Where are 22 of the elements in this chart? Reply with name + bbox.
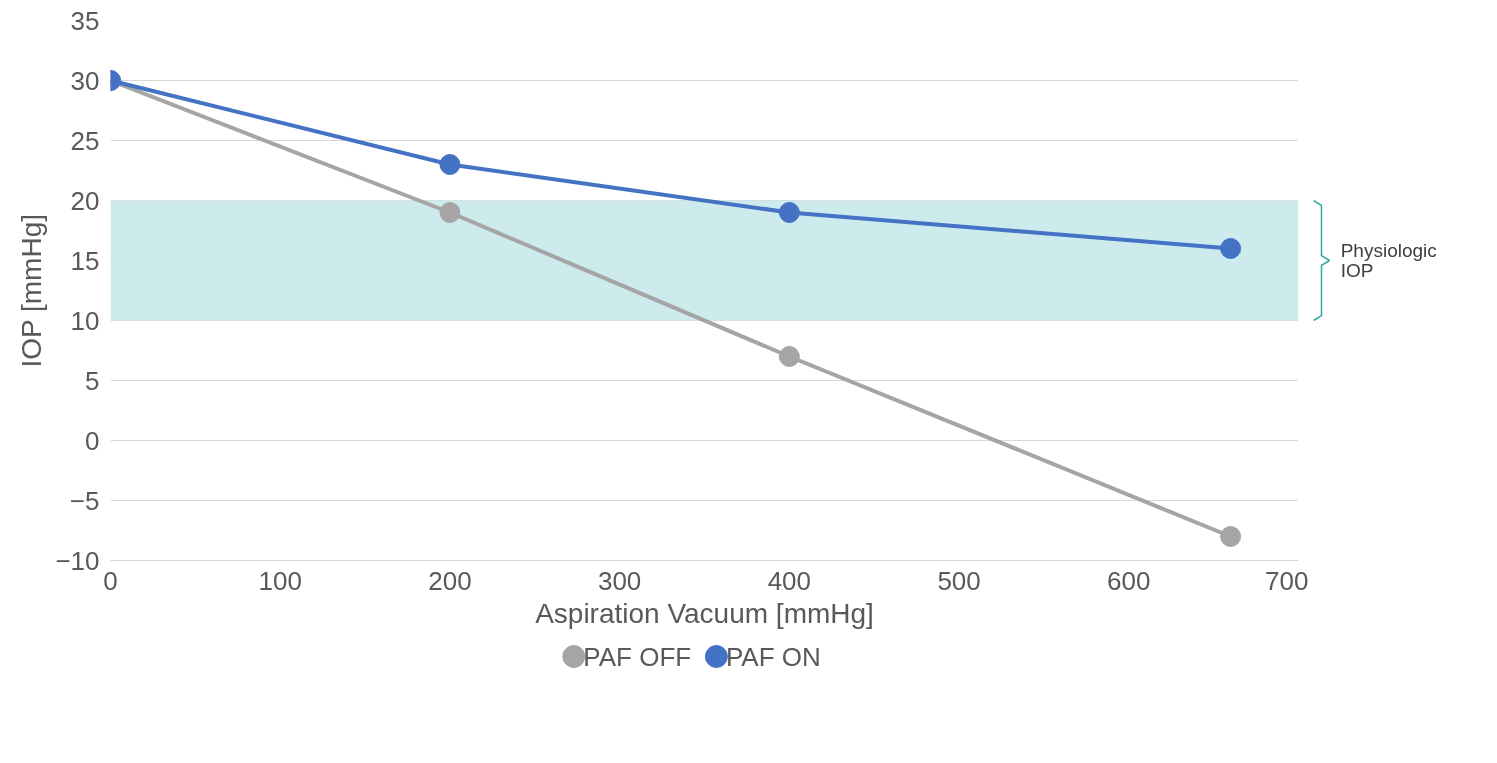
legend-label: PAF ON — [725, 641, 821, 672]
y-tick-label: −10 — [55, 545, 100, 576]
x-axis-title: Aspiration Vacuum [mmHg] — [535, 597, 874, 629]
y-tick-label: 25 — [70, 125, 100, 156]
y-tick-label: 15 — [70, 245, 100, 276]
x-tick-label: 600 — [1107, 565, 1151, 596]
x-tick-label: 200 — [428, 565, 472, 596]
legend-label: PAF OFF — [583, 641, 692, 672]
y-tick-label: 10 — [70, 305, 100, 336]
x-tick-label: 700 — [1265, 565, 1309, 596]
y-tick-label: 20 — [70, 185, 100, 216]
x-tick-label: 300 — [597, 565, 642, 596]
x-tick-label: 100 — [258, 565, 302, 596]
x-tick-label: 400 — [767, 565, 812, 596]
band-label: Physiologic IOP — [1340, 240, 1437, 281]
y-tick-label: −5 — [69, 485, 100, 516]
y-tick-label: 30 — [70, 65, 100, 96]
y-axis-title: IOP [mmHg] — [16, 213, 48, 368]
y-tick-label: 0 — [85, 425, 100, 456]
x-tick-label: 500 — [937, 565, 981, 596]
y-tick-label: 35 — [70, 5, 100, 36]
y-tick-label: 5 — [85, 365, 100, 396]
